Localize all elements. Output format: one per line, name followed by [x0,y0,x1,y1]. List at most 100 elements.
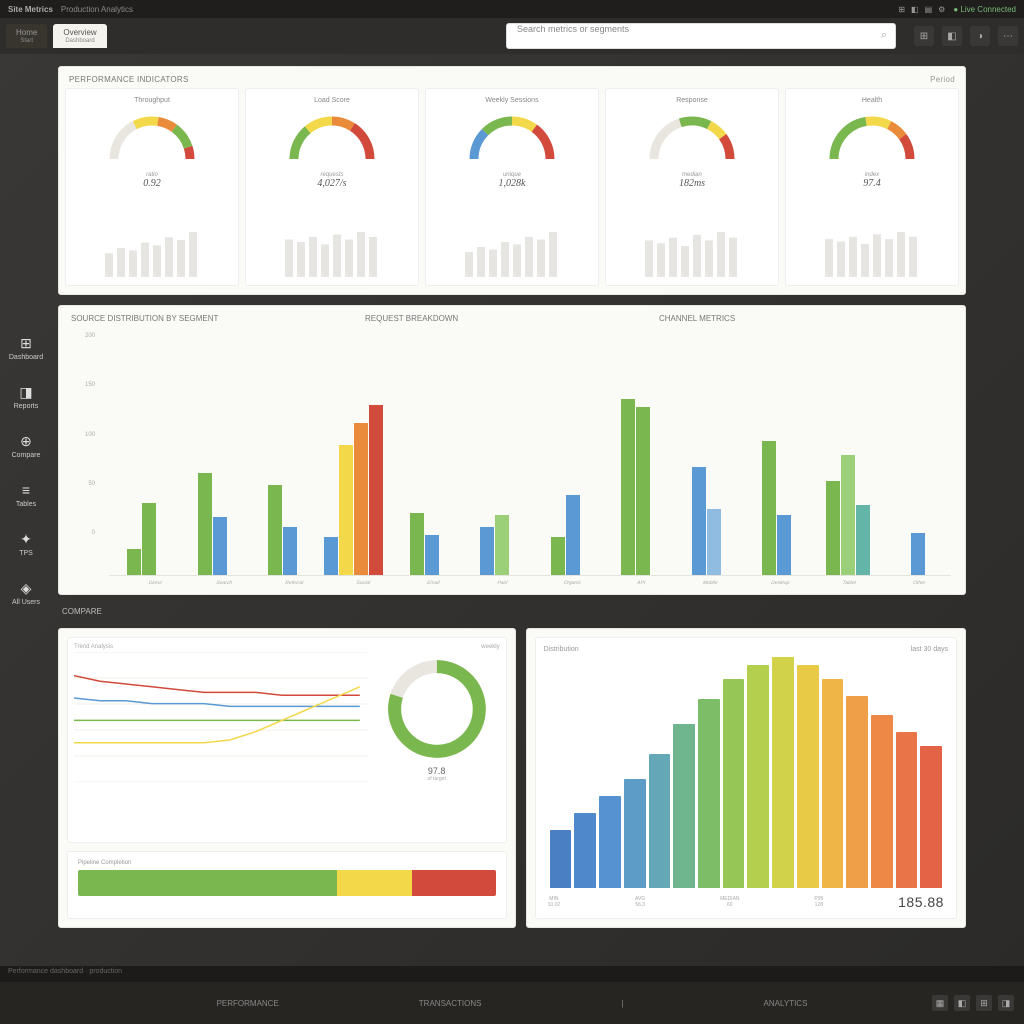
bar-group [391,513,457,575]
compare-icon: ⊕ [17,432,35,450]
tab-row: HomeStartOverviewDashboard Search metric… [0,18,1024,54]
bar [777,515,791,575]
spectrum-panel: Distribution last 30 days MIN10.02AVG56.… [526,628,966,928]
bar-group [815,455,881,575]
bottom-bar: PERFORMANCE TRANSACTIONS | ANALYTICS ▦◧⊞… [0,982,1024,1024]
bar [127,549,141,575]
bar-group [321,405,387,575]
sidebar-item-reports[interactable]: ◨Reports [14,383,39,410]
kpi-right: Period [930,75,955,84]
kpi-card: Throughput ratio0.92 [65,88,239,286]
spectrum-bar [747,665,769,888]
spectrum-total: 185.88 [898,894,944,910]
bar [911,533,925,575]
spectrum-bar [599,796,621,888]
bar-group [744,441,810,575]
bar [621,399,635,575]
bar [369,405,383,575]
sidebar: ⊞Dashboard ◨Reports ⊕Compare ≡Tables ✦TPS ◈Al… [0,54,52,1014]
bar [495,515,509,575]
bar-group [180,473,246,575]
bar [856,505,870,575]
bar [354,423,368,575]
bar-group [603,399,669,575]
sidebar-item-tables[interactable]: ≡Tables [16,481,36,508]
bar-group [462,515,528,575]
bar [213,517,227,575]
spectrum-bar [698,699,720,888]
header-icon[interactable]: ◑ [970,26,990,46]
tab-overview[interactable]: OverviewDashboard [53,24,106,48]
bottombar-icon[interactable]: ▦ [932,995,948,1011]
spectrum-bar [723,679,745,888]
header-icon[interactable]: ⊞ [914,26,934,46]
bar-group [674,467,740,575]
spectrum-bar [896,732,918,888]
bar [826,481,840,575]
progress-segment [337,870,412,896]
search-placeholder: Search metrics or segments [517,24,629,34]
bar [339,445,353,575]
kpi-card: Health index97.4 [785,88,959,286]
line-chart: Trend Analysis weekly 97.8 of target [67,637,507,843]
spectrum-bar [649,754,671,888]
bar [636,407,650,575]
dashboard-icon: ⊞ [17,334,35,352]
bar-group [532,495,598,575]
search-input[interactable]: Search metrics or segments ⌕ [506,23,896,49]
bar [707,509,721,575]
bottombar-icon[interactable]: ⊞ [976,995,992,1011]
sidebar-item-all-users[interactable]: ◈All Users [12,579,40,606]
bar [268,485,282,575]
kpi-card: Weekly Sessions unique1,028k [425,88,599,286]
sidebar-item-compare[interactable]: ⊕Compare [12,432,41,459]
bar [551,537,565,575]
bar [142,503,156,575]
bar [762,441,776,575]
spectrum-bar [673,724,695,888]
tables-icon: ≡ [17,481,35,499]
bar [841,455,855,575]
header-icon[interactable]: ◧ [942,26,962,46]
brand-label: Site Metrics [8,5,53,14]
bar [692,467,706,575]
sidebar-item-tps[interactable]: ✦TPS [17,530,35,557]
bar [566,495,580,575]
spectrum-bar [550,830,572,888]
bottombar-icon[interactable]: ◨ [998,995,1014,1011]
bar [283,527,297,575]
topbar-icon[interactable]: ◧ [911,5,919,14]
bar-group [250,485,316,575]
bar [410,513,424,575]
kpi-card: Response median182ms [605,88,779,286]
search-icon: ⌕ [881,29,887,42]
brand-sub: Production Analytics [61,5,133,14]
bar [480,527,494,575]
spectrum-bar [822,679,844,888]
kpi-panel: PERFORMANCE INDICATORS Period Throughput… [58,66,966,295]
bar-panel: SOURCE DISTRIBUTION BY SEGMENTREQUEST BR… [58,305,966,595]
bar [425,535,439,575]
topbar-icon[interactable]: ⚙ [938,5,945,14]
spectrum-bar [846,696,868,888]
topbar-icon[interactable]: ▤ [925,5,933,14]
sidebar-item-dashboard[interactable]: ⊞Dashboard [9,334,43,361]
tps-icon: ✦ [17,530,35,548]
top-statusbar: Site Metrics Production Analytics ⊞ ◧ ▤ ⚙ ●… [0,0,1024,18]
compare-title: COMPARE [58,605,966,618]
topbar-icon[interactable]: ⊞ [898,5,905,14]
tab-home[interactable]: HomeStart [6,24,47,48]
bar [324,537,338,575]
header-icon[interactable]: ⋯ [998,26,1018,46]
spectrum-bar [920,746,942,888]
bottombar-icon[interactable]: ◧ [954,995,970,1011]
spectrum-bar [772,657,794,888]
status-line: Performance dashboard · production [0,966,1024,982]
all users-icon: ◈ [17,579,35,597]
connection-status: ● Live Connected [953,5,1016,14]
progress-segment [412,870,496,896]
spectrum-bar [871,715,893,888]
spectrum-bar [574,813,596,888]
progress-card: Pipeline Completion [67,851,507,919]
bar [198,473,212,575]
